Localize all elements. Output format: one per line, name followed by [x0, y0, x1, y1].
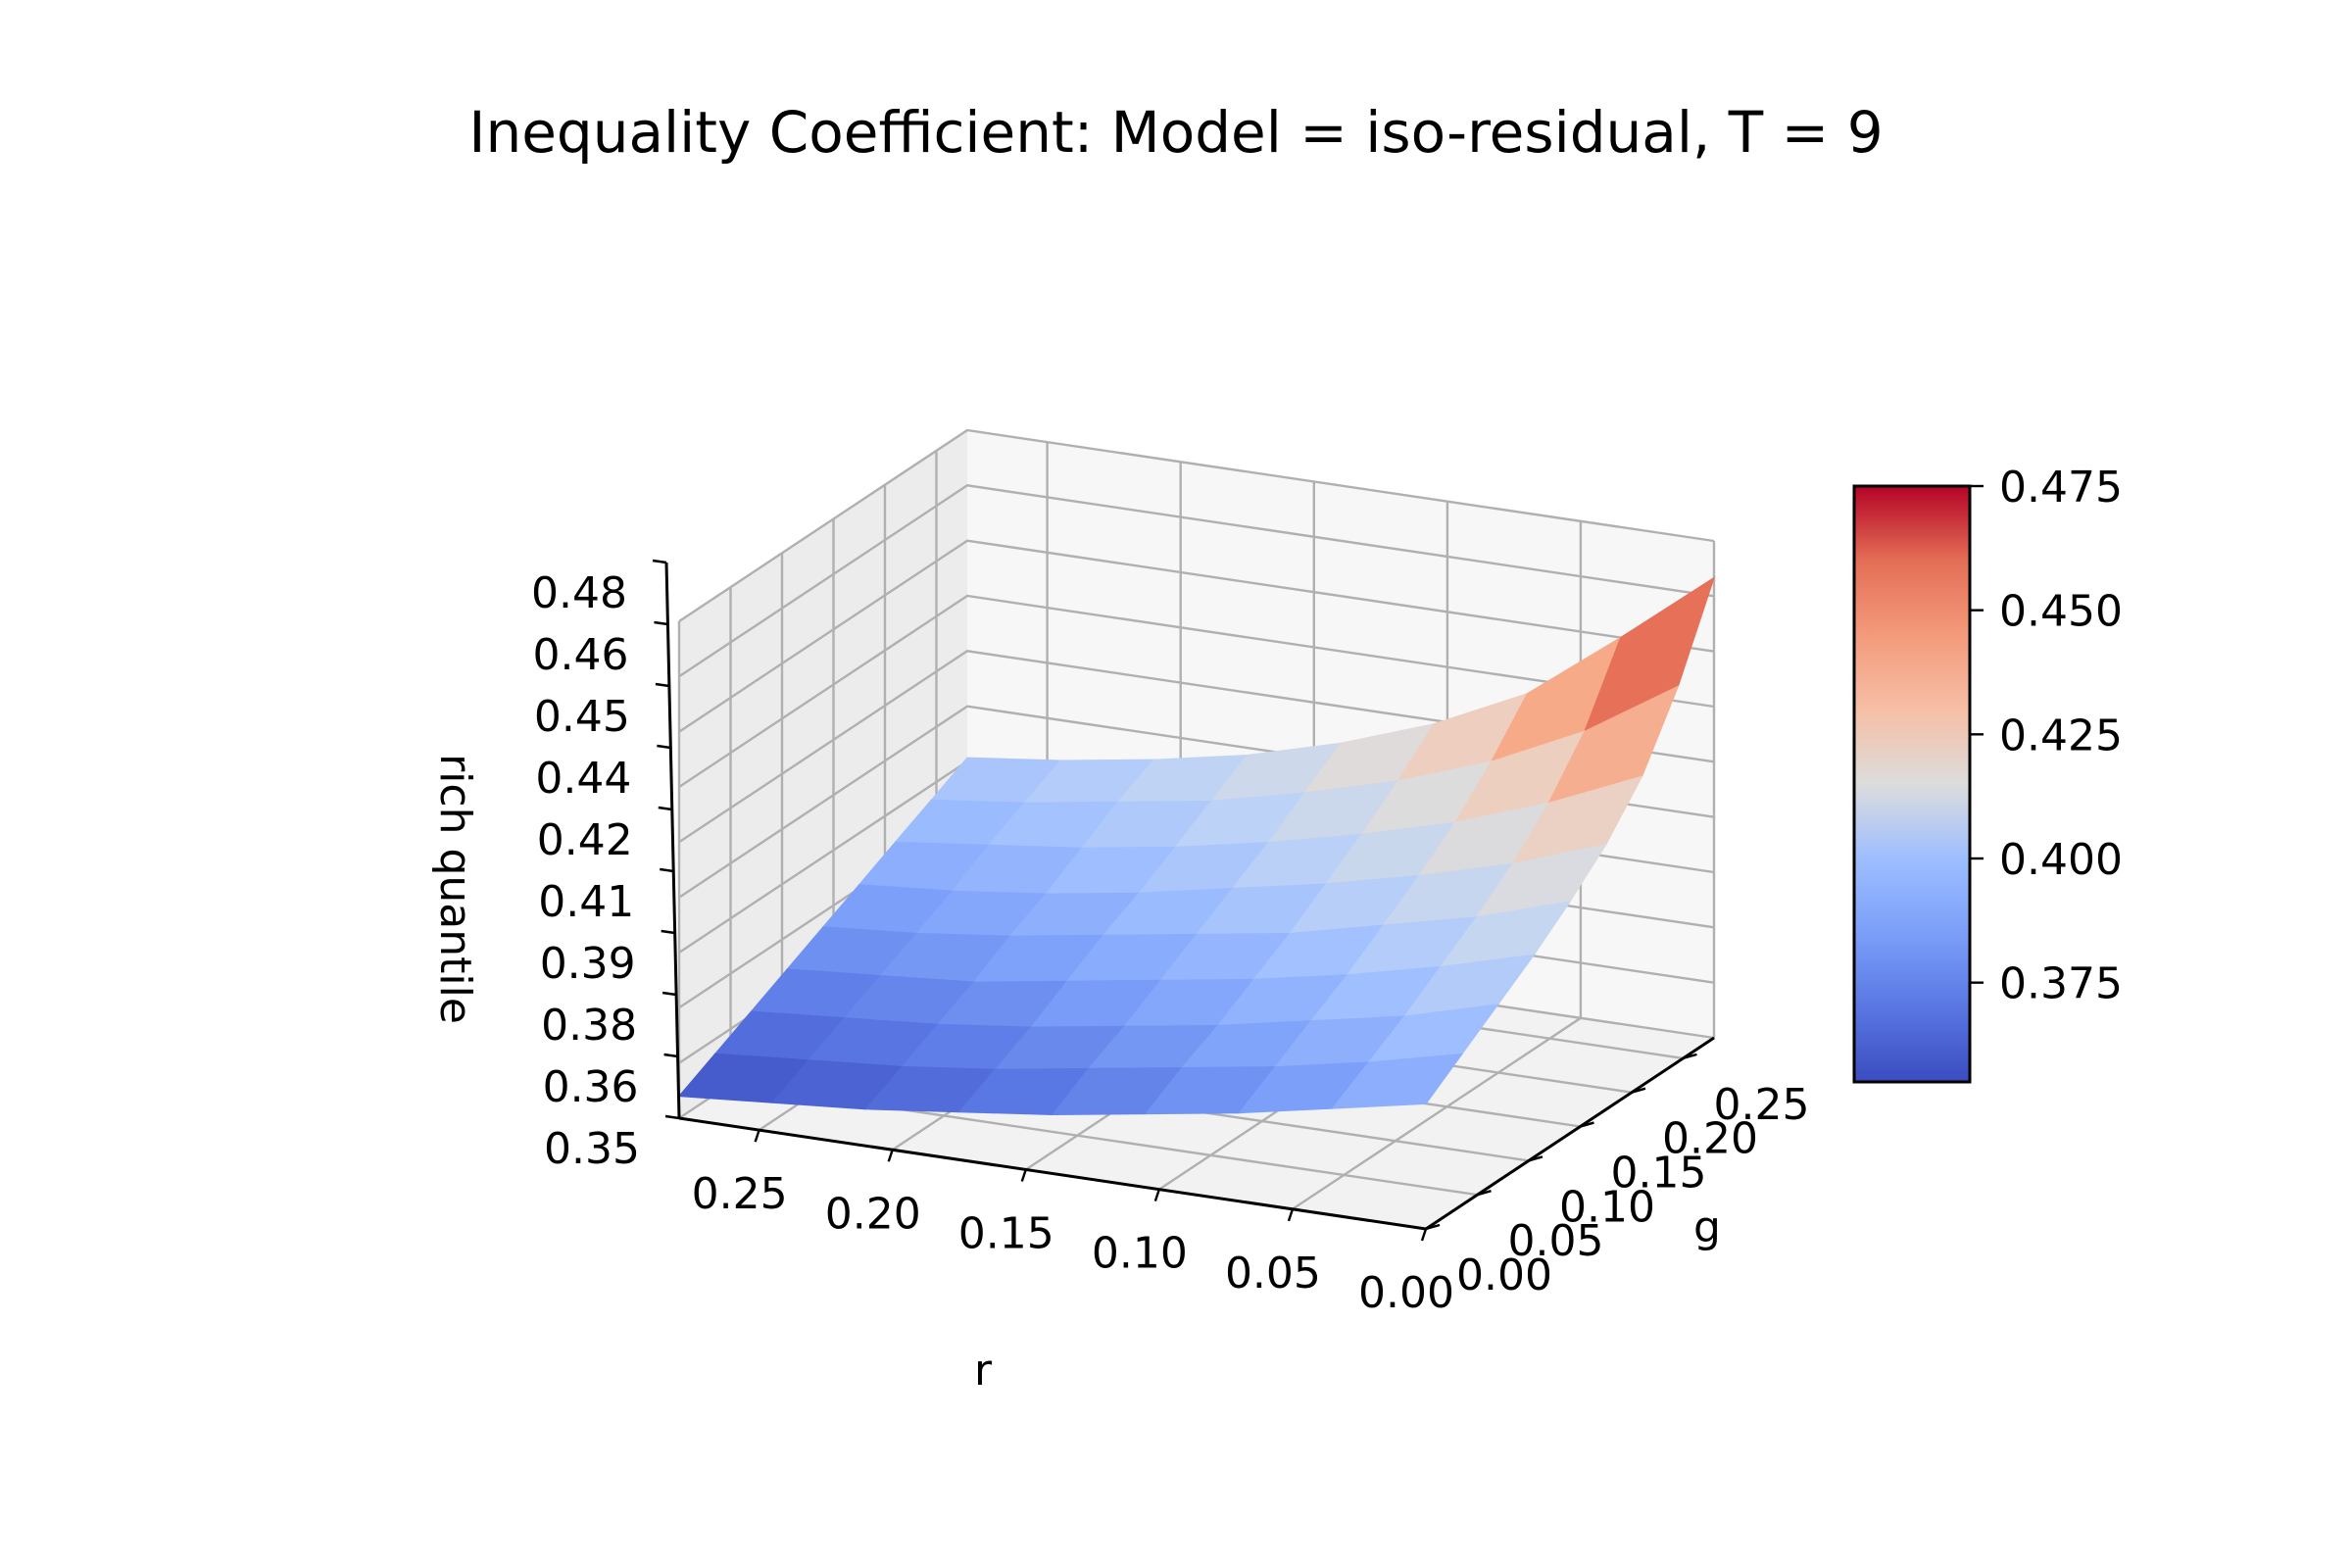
g-tick-label: 0.10: [1559, 1182, 1655, 1232]
g-tick-mark: [1631, 1087, 1646, 1094]
r-tick-mark: [1153, 1189, 1160, 1202]
z-tick-label: 0.42: [537, 815, 633, 865]
g-tick-mark: [1580, 1121, 1594, 1128]
z-tick-mark: [658, 806, 672, 811]
z-tick-mark: [657, 744, 671, 750]
g-tick-mark: [1528, 1155, 1544, 1162]
z-tick-mark: [660, 867, 674, 873]
colorbar-ticks: 0.375 0.400 0.425 0.450 0.475: [1970, 463, 2123, 1009]
g-tick-label: 0.20: [1662, 1114, 1758, 1164]
z-tick-label: 0.48: [531, 568, 627, 618]
g-axis-label: g: [1693, 1202, 1721, 1252]
z-tick-mark: [655, 682, 670, 688]
g-axis-line: [1425, 1036, 1715, 1231]
g-tick-label: 0.00: [1456, 1250, 1552, 1300]
r-tick-label: 0.15: [958, 1208, 1054, 1258]
colorbar-gradient: [1852, 484, 1972, 1084]
z-axis-ticks: 0.35 0.36 0.38 0.39 0.41 0.42 0.44 0.45 0.46 0.48: [531, 559, 680, 1174]
colorbar: 0.375 0.400 0.425 0.450 0.475: [1852, 463, 2123, 1084]
r-axis-ticks: 0.25 0.20 0.15 0.10 0.05 0.00: [692, 1129, 1454, 1318]
r-tick-label: 0.05: [1225, 1249, 1321, 1298]
r-tick-label: 0.25: [692, 1169, 788, 1219]
colorbar-tick-label: 0.450: [1999, 587, 2123, 637]
z-tick-label: 0.44: [535, 754, 631, 804]
r-tick-label: 0.10: [1092, 1229, 1188, 1279]
r-axis-label: r: [974, 1346, 993, 1396]
gridline-z: [678, 594, 1715, 789]
chart-title: Inequality Coefficient: Model = iso-resi…: [468, 99, 1883, 166]
z-tick-label: 0.36: [543, 1062, 639, 1112]
z-tick-label: 0.41: [538, 877, 634, 927]
colorbar-tick-label: 0.400: [1999, 835, 2123, 885]
surface-patch: [1331, 1053, 1464, 1109]
r-tick-mark: [1020, 1169, 1027, 1182]
g-axis-ticks: 0.000.050.100.150.200.25: [1425, 1053, 1810, 1300]
surface-plot: [677, 576, 1716, 1116]
z-tick-label: 0.45: [534, 692, 630, 742]
r-axis-line: [678, 1116, 1427, 1231]
axes-3d: 0.25 0.20 0.15 0.10 0.05 0.00 0.000.050.100.1…: [531, 428, 1810, 1318]
r-tick-mark: [887, 1149, 894, 1162]
g-tick-label: 0.15: [1611, 1149, 1707, 1199]
colorbar-tick-label: 0.375: [1999, 959, 2123, 1009]
z-tick-label: 0.39: [540, 939, 636, 989]
r-tick-label: 0.00: [1358, 1268, 1454, 1318]
z-tick-label: 0.46: [532, 630, 628, 680]
colorbar-tick-label: 0.425: [1999, 710, 2123, 760]
gridline-z: [678, 428, 1715, 623]
z-tick-label: 0.38: [541, 1001, 637, 1051]
g-tick-mark: [1477, 1190, 1492, 1197]
g-tick-label: 0.05: [1508, 1216, 1604, 1266]
z-tick-label: 0.35: [544, 1124, 640, 1174]
g-tick-mark: [1683, 1053, 1697, 1060]
z-tick-mark: [654, 620, 668, 626]
axis-lines: [664, 562, 1715, 1231]
gridline-z: [678, 539, 1715, 733]
z-tick-mark: [661, 929, 675, 935]
r-tick-mark: [754, 1129, 760, 1143]
r-tick-mark: [1420, 1228, 1428, 1242]
r-tick-mark: [1287, 1208, 1295, 1222]
colorbar-tick-label: 0.475: [1999, 463, 2123, 513]
z-tick-mark: [663, 1053, 678, 1058]
z-tick-mark: [662, 991, 677, 997]
z-axis-line: [664, 562, 681, 1119]
gridline-z: [678, 484, 1715, 678]
z-axis-label: rich quantile: [430, 754, 480, 1024]
r-tick-label: 0.20: [825, 1189, 921, 1239]
z-tick-mark: [652, 559, 667, 564]
g-tick-label: 0.25: [1714, 1080, 1810, 1130]
z-tick-mark: [664, 1114, 680, 1120]
g-tick-mark: [1425, 1223, 1441, 1231]
